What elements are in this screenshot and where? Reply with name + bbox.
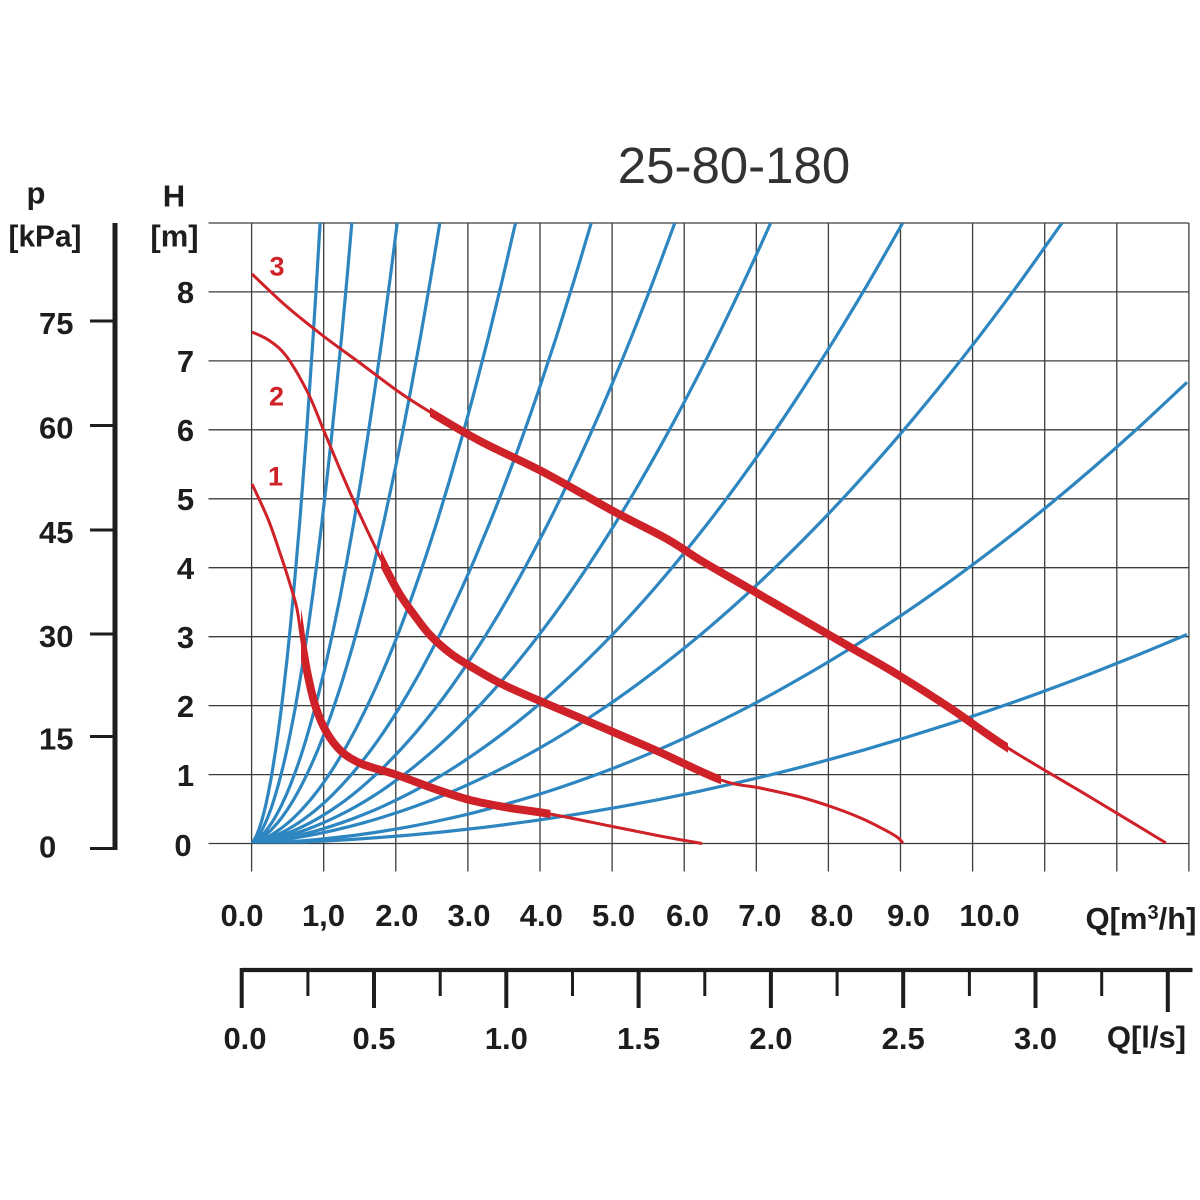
- svg-text:0.0: 0.0: [223, 1021, 266, 1056]
- svg-text:3: 3: [269, 251, 284, 281]
- svg-text:15: 15: [39, 722, 73, 757]
- svg-text:25-80-180: 25-80-180: [618, 137, 851, 194]
- svg-text:45: 45: [39, 515, 73, 550]
- svg-text:1,0: 1,0: [302, 898, 345, 933]
- svg-text:3.0: 3.0: [447, 898, 490, 933]
- svg-text:1.5: 1.5: [617, 1021, 660, 1056]
- svg-text:4.0: 4.0: [520, 898, 563, 933]
- svg-text:5.0: 5.0: [592, 898, 635, 933]
- svg-text:0.5: 0.5: [352, 1021, 395, 1056]
- svg-text:0.0: 0.0: [220, 898, 263, 933]
- svg-text:2.0: 2.0: [749, 1021, 792, 1056]
- svg-text:0: 0: [39, 830, 56, 865]
- svg-text:6.0: 6.0: [666, 898, 709, 933]
- svg-text:1.0: 1.0: [485, 1021, 528, 1056]
- svg-text:2: 2: [177, 689, 194, 724]
- svg-text:3.0: 3.0: [1014, 1021, 1057, 1056]
- svg-text:1: 1: [268, 462, 283, 492]
- svg-text:60: 60: [39, 411, 73, 446]
- svg-text:75: 75: [39, 306, 73, 341]
- svg-text:3: 3: [177, 620, 194, 655]
- svg-text:2.0: 2.0: [375, 898, 418, 933]
- svg-text:0: 0: [174, 828, 191, 863]
- svg-text:1: 1: [177, 758, 194, 793]
- svg-text:Q[l/s]: Q[l/s]: [1107, 1020, 1186, 1055]
- svg-text:10.0: 10.0: [959, 898, 1019, 933]
- svg-text:2: 2: [269, 382, 284, 412]
- svg-text:8: 8: [177, 275, 194, 310]
- svg-text:30: 30: [39, 619, 73, 654]
- svg-text:[m]: [m]: [150, 219, 198, 254]
- svg-text:[kPa]: [kPa]: [9, 219, 82, 254]
- svg-text:5: 5: [177, 482, 194, 517]
- svg-text:7: 7: [177, 344, 194, 379]
- svg-text:Q[m3/h]: Q[m3/h]: [1086, 901, 1197, 936]
- svg-text:7.0: 7.0: [738, 898, 781, 933]
- svg-text:9.0: 9.0: [887, 898, 930, 933]
- svg-text:2.5: 2.5: [882, 1021, 925, 1056]
- svg-text:8.0: 8.0: [810, 898, 853, 933]
- svg-text:p: p: [27, 176, 46, 211]
- svg-text:6: 6: [177, 413, 194, 448]
- svg-text:4: 4: [177, 551, 195, 586]
- svg-text:H: H: [163, 179, 185, 214]
